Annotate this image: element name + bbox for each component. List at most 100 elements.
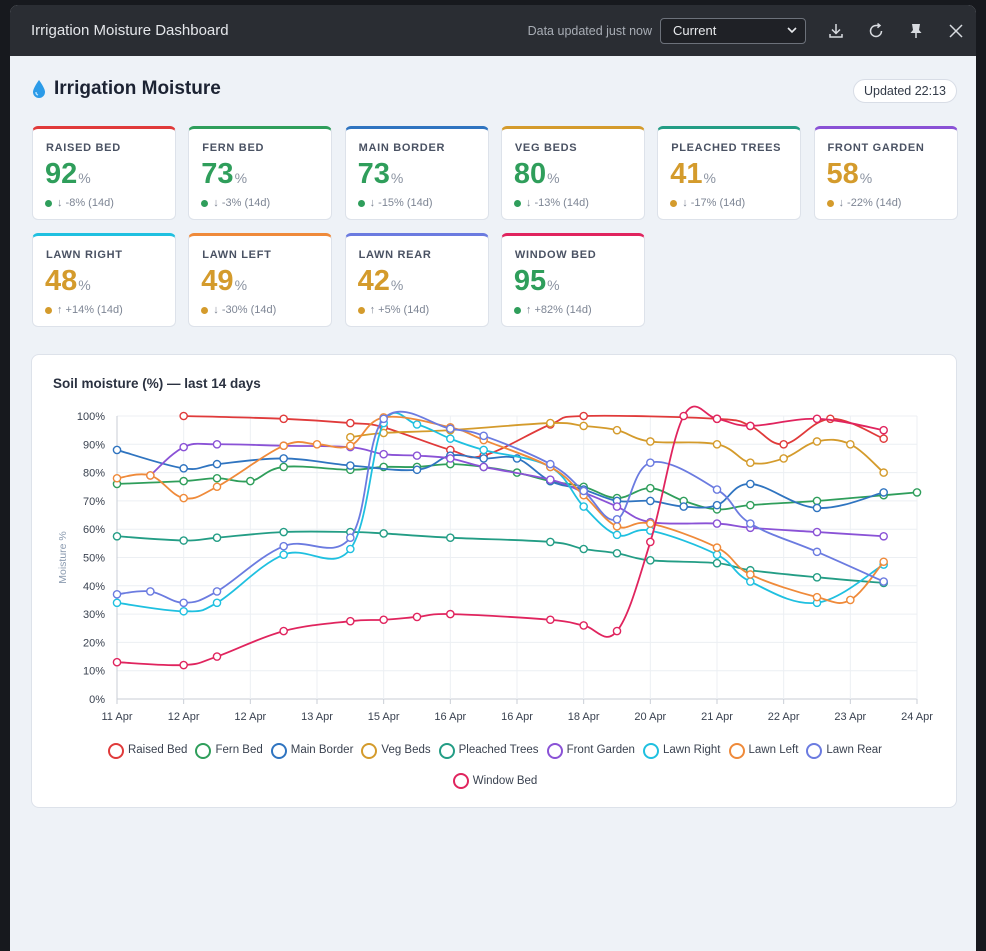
data-point-lawn-rear bbox=[112, 589, 122, 599]
legend-item-raised-bed[interactable]: Raised Bed bbox=[107, 738, 188, 763]
data-point-lawn-left bbox=[146, 471, 155, 480]
x-tick-label: 13 Apr bbox=[301, 711, 333, 723]
data-point-lawn-rear bbox=[646, 458, 655, 467]
y-tick-label: 0% bbox=[89, 694, 105, 706]
legend-item-lawn-right[interactable]: Lawn Right bbox=[642, 738, 721, 763]
status-dot bbox=[45, 199, 52, 207]
legend-item-fern-bed[interactable]: Fern Bed bbox=[195, 738, 263, 763]
zone-card[interactable]: PLEACHED TREES 41% ↓ -17% (14d) bbox=[657, 126, 802, 220]
legend-item-main-border[interactable]: Main Border bbox=[270, 738, 353, 763]
close-button[interactable] bbox=[936, 11, 976, 51]
data-point-pleached-trees bbox=[446, 533, 455, 542]
data-point-window-bed bbox=[112, 657, 122, 667]
data-point-window-bed bbox=[612, 626, 622, 636]
zone-trend: ↓ -30% (14d) bbox=[201, 304, 276, 316]
water-drop-icon bbox=[33, 80, 45, 98]
legend-marker bbox=[546, 742, 563, 759]
data-point-pleached-trees bbox=[379, 529, 388, 538]
legend-label: Lawn Right bbox=[662, 744, 721, 756]
pin-button[interactable] bbox=[896, 11, 936, 51]
y-tick-label: 100% bbox=[77, 411, 105, 423]
zone-card[interactable]: VEG BEDS 80% ↓ -13% (14d) bbox=[500, 126, 645, 220]
data-point-window-bed bbox=[712, 414, 722, 424]
data-point-lawn-left bbox=[346, 441, 355, 451]
y-tick-label: 40% bbox=[83, 581, 105, 593]
zone-card[interactable]: LAWN REAR 42% ↑ +5% (14d) bbox=[344, 233, 489, 327]
data-point-lawn-rear bbox=[712, 485, 722, 494]
legend-label: Raised Bed bbox=[127, 744, 188, 756]
data-point-veg-beds bbox=[779, 454, 788, 463]
x-tick-label: 16 Apr bbox=[501, 711, 533, 723]
zone-trend: ↑ +5% (14d) bbox=[357, 304, 429, 316]
zone-card[interactable]: FRONT GARDEN 58% ↓ -22% (14d) bbox=[813, 126, 958, 220]
legend-item-window-bed[interactable]: Window Bed bbox=[452, 769, 537, 794]
chart-title: Soil moisture (%) — last 14 days bbox=[53, 376, 261, 391]
data-point-lawn-rear bbox=[179, 598, 188, 608]
data-point-lawn-right bbox=[579, 502, 588, 511]
data-point-veg-beds bbox=[746, 458, 755, 467]
x-tick-label: 23 Apr bbox=[834, 711, 866, 723]
legend-marker bbox=[438, 742, 455, 759]
data-point-window-bed bbox=[446, 609, 455, 619]
x-tick-label: 12 Apr bbox=[168, 711, 200, 723]
time-range-select[interactable]: Current bbox=[660, 17, 806, 44]
legend-item-lawn-rear[interactable]: Lawn Rear bbox=[806, 738, 882, 763]
zone-name: LAWN REAR bbox=[358, 249, 432, 261]
data-point-main-border bbox=[479, 454, 488, 463]
data-point-lawn-rear bbox=[579, 486, 588, 496]
zone-card[interactable]: LAWN RIGHT 48% ↑ +14% (14d) bbox=[32, 233, 176, 327]
legend-item-lawn-left[interactable]: Lawn Left bbox=[728, 738, 798, 763]
x-tick-label: 12 Apr bbox=[234, 711, 266, 723]
close-icon bbox=[949, 23, 963, 38]
zone-card[interactable]: LAWN LEFT 49% ↓ -30% (14d) bbox=[188, 233, 333, 327]
data-point-lawn-rear bbox=[146, 587, 155, 596]
data-point-raised-bed bbox=[879, 434, 888, 443]
zone-name: VEG BEDS bbox=[514, 142, 578, 154]
data-point-fern-bed bbox=[179, 476, 188, 486]
download-icon bbox=[829, 23, 843, 38]
legend-item-pleached-trees[interactable]: Pleached Trees bbox=[438, 738, 539, 763]
series-line-lawn-right bbox=[116, 412, 885, 613]
data-point-window-bed bbox=[279, 626, 288, 636]
moisture-line-chart: 0% 10% 20% 30% 40% 50% 60% 70% 80% 90% 100% 11 Apr 1… bbox=[57, 405, 933, 723]
y-axis-title: Moisture % bbox=[57, 531, 69, 584]
zone-card[interactable]: RAISED BED 92% ↓ -8% (14d) bbox=[32, 126, 176, 220]
data-point-front-garden bbox=[379, 449, 388, 459]
data-point-raised-bed bbox=[579, 411, 588, 421]
refresh-button[interactable] bbox=[856, 11, 896, 51]
y-tick-label: 20% bbox=[83, 637, 105, 649]
zone-card[interactable]: MAIN BORDER 73% ↓ -15% (14d) bbox=[344, 126, 489, 220]
data-point-fern-bed bbox=[646, 483, 655, 493]
legend-marker bbox=[728, 742, 745, 759]
zone-moisture-value: 58% bbox=[826, 158, 873, 190]
zone-trend: ↓ -15% (14d) bbox=[357, 197, 433, 209]
zone-name: FERN BED bbox=[202, 142, 265, 154]
data-point-lawn-rear bbox=[479, 431, 488, 441]
data-point-veg-beds bbox=[879, 468, 888, 477]
legend-item-veg-beds[interactable]: Veg Beds bbox=[361, 738, 431, 763]
time-range-value: Current bbox=[673, 23, 717, 38]
legend-marker bbox=[195, 742, 212, 759]
data-point-lawn-rear bbox=[279, 541, 288, 551]
data-status: Data updated just now bbox=[527, 23, 652, 38]
zone-card[interactable]: WINDOW BED 95% ↑ +82% (14d) bbox=[500, 233, 645, 327]
legend-marker bbox=[642, 742, 659, 759]
zone-card[interactable]: FERN BED 73% ↓ -3% (14d) bbox=[188, 126, 333, 220]
download-button[interactable] bbox=[816, 11, 856, 51]
data-point-lawn-right bbox=[212, 598, 222, 608]
data-point-raised-bed bbox=[779, 440, 788, 449]
zone-trend: ↓ -8% (14d) bbox=[45, 197, 114, 209]
x-tick-label: 20 Apr bbox=[634, 711, 666, 723]
zone-moisture-value: 41% bbox=[670, 158, 716, 190]
data-point-lawn-rear bbox=[746, 519, 755, 528]
data-point-fern-bed bbox=[246, 476, 255, 486]
pin-icon bbox=[910, 23, 922, 38]
data-point-lawn-rear bbox=[346, 533, 355, 542]
data-point-main-border bbox=[279, 454, 288, 463]
data-point-main-border bbox=[412, 465, 422, 475]
zone-moisture-value: 48% bbox=[45, 265, 91, 297]
legend-item-front-garden[interactable]: Front Garden bbox=[546, 738, 635, 763]
data-point-front-garden bbox=[812, 527, 822, 537]
refresh-icon bbox=[869, 22, 883, 37]
data-point-lawn-left bbox=[646, 519, 655, 528]
